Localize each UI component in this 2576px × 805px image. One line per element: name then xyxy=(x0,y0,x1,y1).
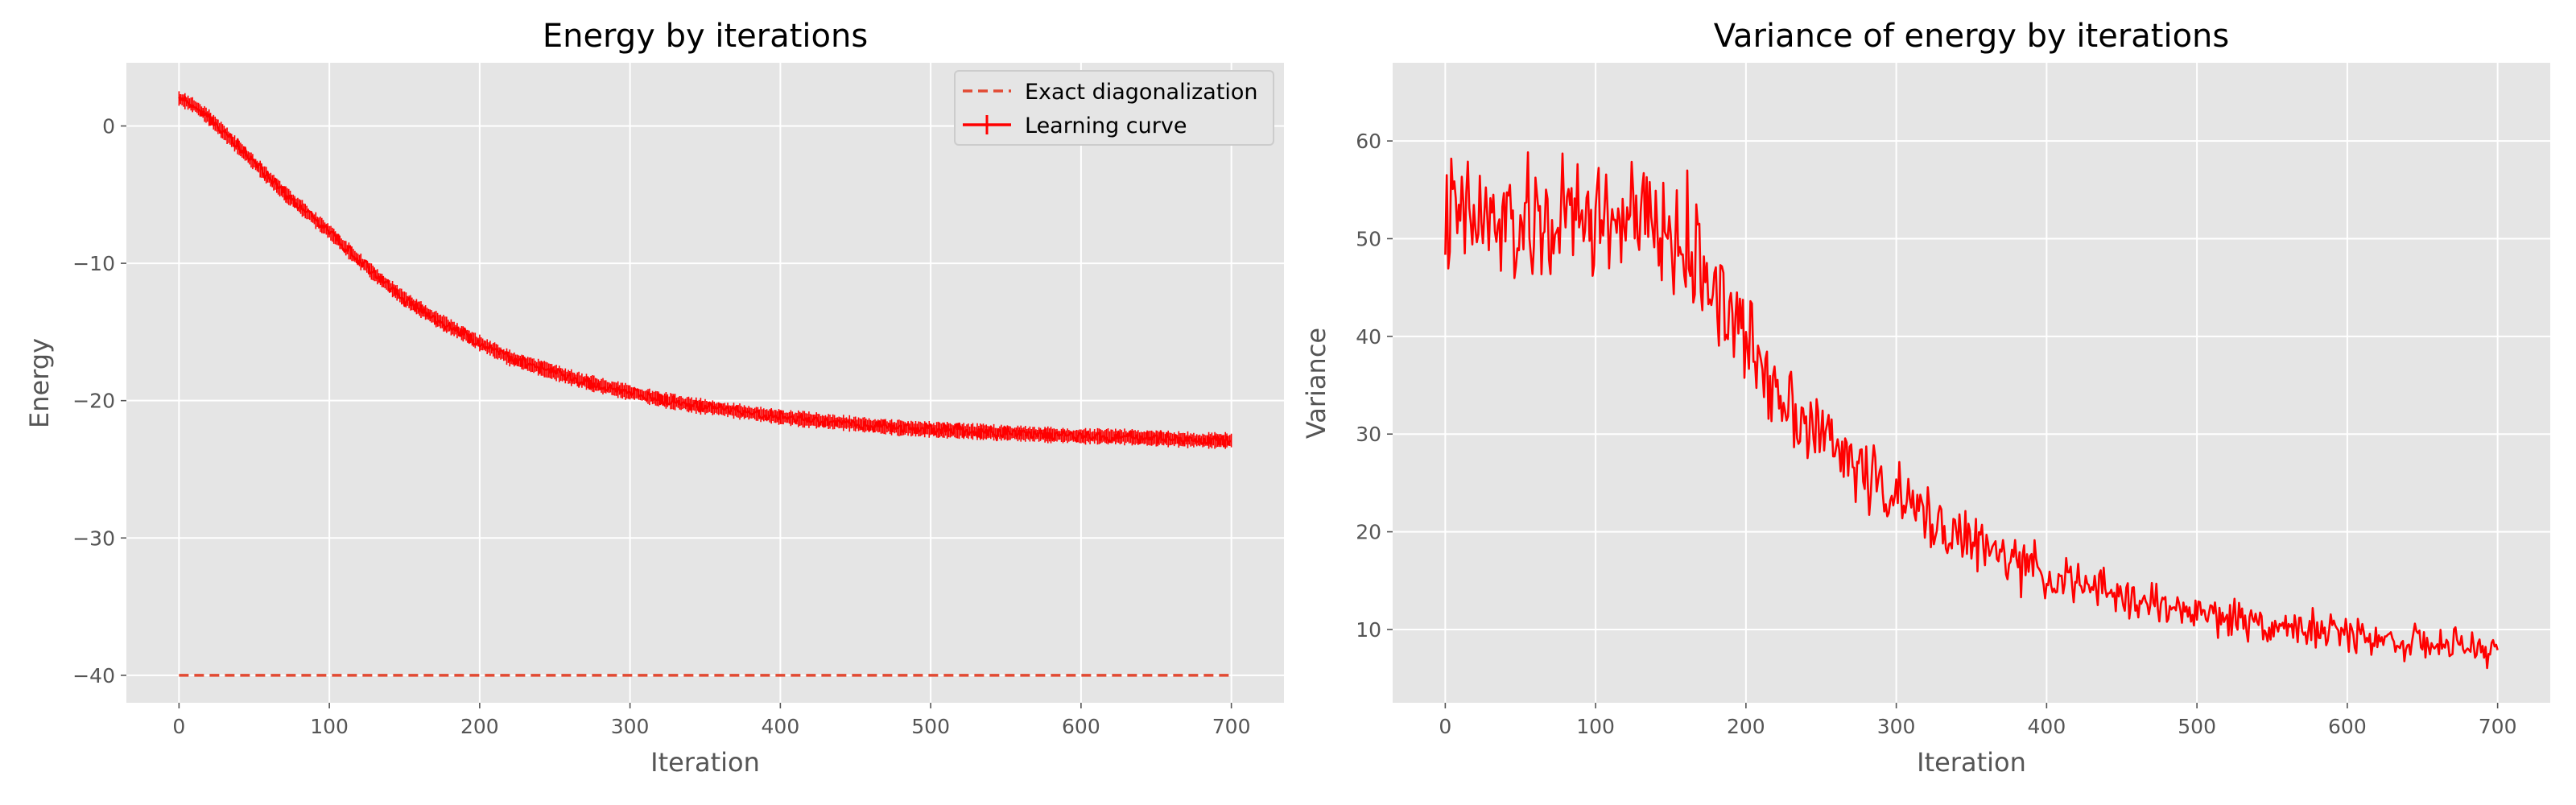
energy-ticks: 0 100 200 300 400 500 600 700 0 −10 −20 −30 −40 xyxy=(72,114,1250,738)
legend-exact-label: Exact diagonalization xyxy=(1025,80,1258,105)
energy-xtick-label: 0 xyxy=(172,715,185,738)
energy-plot-area xyxy=(126,63,1284,703)
energy-xtick-label: 600 xyxy=(1062,715,1100,738)
legend-box xyxy=(954,70,1274,146)
energy-panel: 0 100 200 300 400 500 600 700 0 −10 −20 −30 −40 Ener… xyxy=(24,18,1284,778)
energy-xtick-label: 500 xyxy=(911,715,950,738)
energy-ytick-label: −20 xyxy=(72,390,115,413)
variance-xtick-label: 100 xyxy=(1576,715,1615,738)
energy-xtick-label: 100 xyxy=(310,715,349,738)
variance-xtick-label: 200 xyxy=(1727,715,1765,738)
energy-xtick-label: 700 xyxy=(1212,715,1251,738)
legend-learning-label: Learning curve xyxy=(1025,114,1187,138)
variance-ticks: 0 100 200 300 400 500 600 700 10 20 30 40 50 60 xyxy=(1356,130,2516,738)
variance-xlabel: Iteration xyxy=(1917,747,2026,778)
energy-title: Energy by iterations xyxy=(543,18,868,55)
energy-xtick-label: 300 xyxy=(611,715,650,738)
variance-xtick-label: 700 xyxy=(2479,715,2517,738)
variance-ytick-label: 20 xyxy=(1356,521,1381,544)
variance-marks xyxy=(1444,151,2499,670)
variance-xtick-label: 500 xyxy=(2178,715,2216,738)
variance-ytick-label: 30 xyxy=(1356,423,1381,446)
energy-xtick-label: 200 xyxy=(460,715,499,738)
legend: Exact diagonalization Learning curve xyxy=(954,70,1274,146)
energy-ylabel: Energy xyxy=(24,338,55,428)
variance-xtick-label: 0 xyxy=(1439,715,1451,738)
energy-marks xyxy=(178,91,1232,677)
variance-panel: 0 100 200 300 400 500 600 700 10 20 30 40 50 60 Varia… xyxy=(1301,18,2550,778)
variance-line xyxy=(1444,151,2499,670)
variance-ytick-label: 10 xyxy=(1356,618,1381,642)
variance-xtick-label: 400 xyxy=(2028,715,2066,738)
variance-ytick-label: 50 xyxy=(1356,227,1381,250)
variance-ylabel: Variance xyxy=(1301,328,1331,439)
energy-xtick-label: 400 xyxy=(762,715,800,738)
energy-xlabel: Iteration xyxy=(650,747,760,778)
variance-grid xyxy=(1393,63,2550,703)
variance-xtick-label: 600 xyxy=(2328,715,2367,738)
energy-ytick-label: −40 xyxy=(72,664,115,687)
variance-title: Variance of energy by iterations xyxy=(1714,18,2229,55)
variance-ytick-label: 60 xyxy=(1356,130,1381,153)
energy-ytick-label: −30 xyxy=(72,526,115,550)
variance-plot-area xyxy=(1393,63,2550,703)
variance-xtick-label: 300 xyxy=(1877,715,1916,738)
energy-ytick-label: −10 xyxy=(72,252,115,275)
variance-ytick-label: 40 xyxy=(1356,325,1381,349)
energy-ytick-label: 0 xyxy=(102,114,115,138)
learning-curve-line xyxy=(178,96,1232,448)
